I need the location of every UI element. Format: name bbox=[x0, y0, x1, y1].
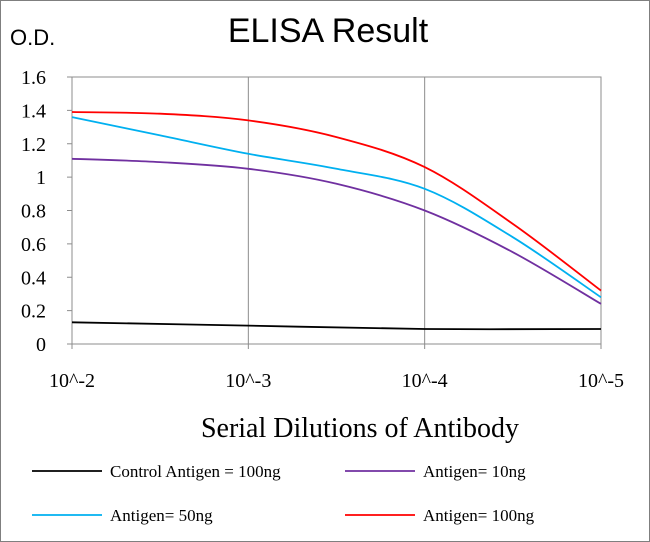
series-line-3 bbox=[71, 111, 602, 292]
series-line-1 bbox=[71, 157, 602, 305]
chart-title: ELISA Result bbox=[228, 12, 429, 50]
plot-area-border bbox=[71, 76, 602, 345]
series-line-0 bbox=[71, 321, 602, 331]
y-tick-labels: 0 0.2 0.4 0.6 0.8 1 1.2 1.4 1.6 bbox=[21, 67, 46, 356]
x-tick-label: 10^-5 bbox=[578, 370, 624, 392]
y-axis-label: O.D. bbox=[10, 25, 55, 50]
y-tick-label: 1.6 bbox=[21, 67, 46, 89]
x-axis-label: Serial Dilutions of Antibody bbox=[201, 413, 519, 444]
x-tick-labels: 10^-2 10^-3 10^-4 10^-5 bbox=[49, 370, 624, 392]
y-tick-label: 0.8 bbox=[21, 201, 46, 223]
legend: Control Antigen = 100ng Antigen= 10ng Anti… bbox=[32, 462, 535, 525]
x-tick-label: 10^-3 bbox=[225, 370, 271, 392]
y-tick-label: 1 bbox=[36, 167, 46, 189]
legend-label-0: Control Antigen = 100ng bbox=[110, 462, 281, 481]
y-tick-label: 0.4 bbox=[21, 267, 46, 289]
y-tick-label: 0.6 bbox=[21, 234, 46, 256]
x-tick-label: 10^-2 bbox=[49, 370, 95, 392]
plot-lines bbox=[71, 111, 602, 331]
legend-label-2: Antigen= 50ng bbox=[110, 506, 213, 525]
legend-label-1: Antigen= 10ng bbox=[423, 462, 526, 481]
y-tick-label: 0 bbox=[36, 334, 46, 356]
plot-grid bbox=[67, 76, 602, 349]
y-tick-label: 1.2 bbox=[21, 134, 46, 156]
legend-label-3: Antigen= 100ng bbox=[423, 506, 535, 525]
y-tick-label: 0.2 bbox=[21, 301, 46, 323]
x-tick-label: 10^-4 bbox=[402, 370, 448, 392]
y-tick-label: 1.4 bbox=[21, 100, 46, 122]
series-line-2 bbox=[71, 116, 602, 299]
